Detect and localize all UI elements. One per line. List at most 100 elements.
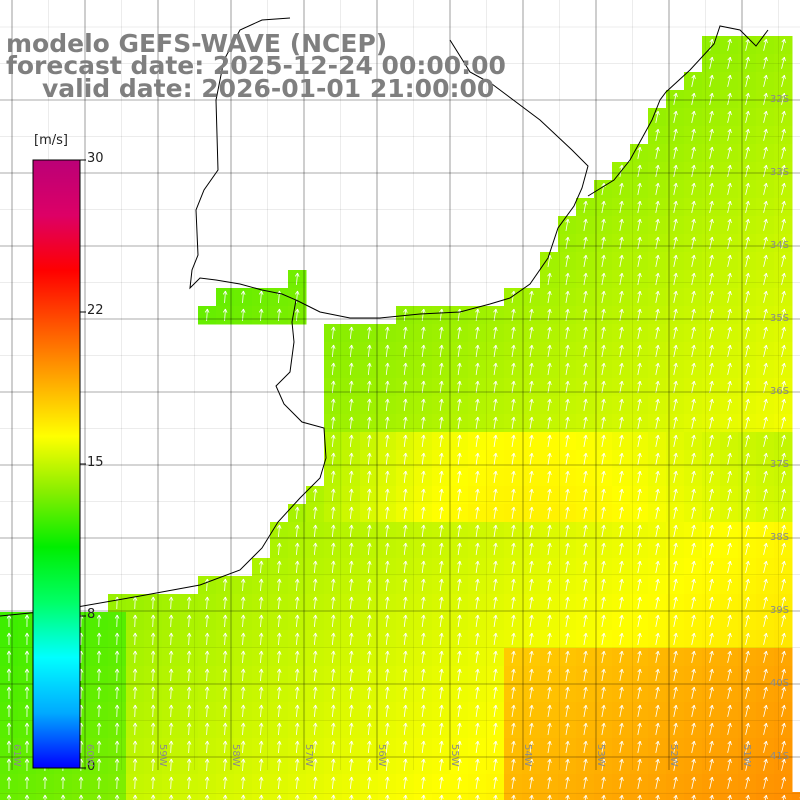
wind-arrow [619,200,624,213]
wind-arrow [601,218,606,231]
wind-arrow [727,488,732,501]
wind-arrow [745,218,750,231]
wind-arrow [565,578,570,591]
wind-arrow [583,650,588,663]
wind-arrow [655,164,660,177]
wind-arrow [745,506,750,519]
wind-arrow [403,614,408,628]
wind-arrow [781,92,786,105]
wind-arrow [565,722,570,735]
wind-arrow [727,146,732,159]
wind-arrow [493,596,498,609]
wind-arrow [114,650,120,664]
wind-arrow [331,596,336,610]
wind-arrow [637,488,642,501]
wind-arrow [619,416,624,429]
wind-arrow [439,704,444,717]
wind-arrow [763,542,768,555]
wind-arrow [204,686,210,700]
latitude-label: 40S [770,678,790,689]
wind-arrow [727,362,732,375]
wind-arrow [763,398,768,411]
wind-arrow [619,272,624,285]
wind-arrow [511,506,516,519]
wind-arrow [385,632,390,646]
wind-arrow [421,398,426,412]
wind-arrow [276,542,282,556]
wind-arrow [349,380,354,394]
wind-arrow [727,74,732,87]
colorbar [32,159,81,769]
wind-arrow [222,614,228,628]
wind-arrow [727,272,732,285]
wind-arrow [601,344,606,357]
wind-arrow [439,326,444,339]
wind-arrow [547,614,552,627]
wind-arrow [673,668,678,681]
wind-arrow [637,542,642,555]
wind-arrow [673,110,678,123]
latitude-label: 39S [770,605,790,616]
wind-arrow [727,290,732,303]
wind-arrow [313,614,318,628]
wind-arrow [565,632,570,645]
wind-arrow [294,290,300,304]
wind-arrow [186,650,192,664]
wind-arrow [727,506,732,519]
wind-arrow [150,722,156,736]
wind-arrow [258,578,264,592]
wind-arrow [673,452,678,465]
wind-arrow [691,272,696,285]
wind-arrow [457,524,462,537]
wind-arrow [403,668,408,682]
wind-arrow [439,542,444,555]
wind-arrow [547,470,552,483]
wind-arrow [349,542,354,556]
wind-arrow [691,524,696,537]
wind-arrow [168,596,174,610]
wind-arrow [601,452,606,465]
wind-arrow [367,686,372,700]
wind-arrow [547,488,552,501]
longitude-label: 56W [376,744,387,767]
wind-arrow [457,542,462,555]
wind-arrow [691,236,696,249]
wind-arrow [331,650,336,664]
wind-arrow [727,200,732,213]
wind-arrow [727,128,732,141]
wind-arrow [763,344,768,357]
wind-arrow [565,272,570,285]
wind-arrow [655,578,660,591]
wind-arrow [763,146,768,159]
wind-arrow [637,452,642,465]
wind-arrow [331,362,336,376]
wind-arrow [475,614,480,627]
wind-arrow [457,686,462,699]
wind-arrow [294,740,300,754]
wind-arrow [709,56,714,69]
wind-arrow [439,668,444,681]
wind-arrow [421,542,426,556]
wind-arrow [673,416,678,429]
wind-arrow [547,596,552,609]
wind-arrow [655,200,660,213]
wind-arrow [745,470,750,483]
wind-arrow [619,470,624,483]
wind-arrow [745,110,750,123]
wind-arrow [565,686,570,699]
wind-arrow [349,614,354,628]
wind-arrow [763,110,768,123]
wind-arrow [745,344,750,357]
wind-arrow [655,686,660,699]
wind-arrow [709,416,714,429]
wind-arrow [403,524,408,538]
longitude-label: 58W [230,744,241,767]
wind-arrow [439,506,444,519]
wind-arrow [493,326,498,339]
wind-arrow [421,686,426,700]
wind-arrow [655,236,660,249]
wind-arrow [367,326,372,340]
wind-arrow [709,110,714,123]
wind-arrow [655,326,660,339]
wind-arrow [24,614,30,628]
